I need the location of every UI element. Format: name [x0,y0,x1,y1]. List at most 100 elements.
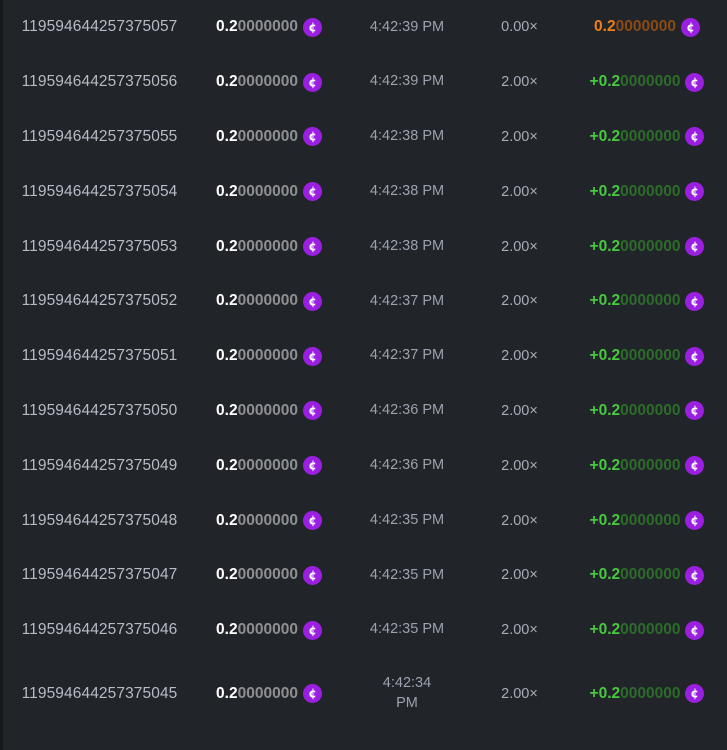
bet-amount-value: 0.2 0000000 ¢ [216,182,322,202]
bet-id-cell[interactable]: 119594644257375051 [3,329,196,384]
table-row[interactable]: 119594644257375051 0.2 0000000 ¢ 4:42:37 … [3,329,727,384]
coin-icon: ¢ [302,346,322,366]
bet-amount-lead: 0.2 [216,18,238,36]
bet-id-cell[interactable]: 119594644257375050 [3,384,196,439]
bet-amount-value: 0.2 0000000 ¢ [216,291,322,311]
bet-multiplier-label: 2.00× [501,183,538,200]
bet-amount-tail: 0000000 [237,684,298,702]
svg-text:¢: ¢ [691,295,699,308]
bet-time-cell: 4:42:35 PM [342,603,472,658]
bet-payout-value: +0.2 0000000 ¢ [590,401,705,421]
bet-payout-tail: 0000000 [620,456,681,474]
bet-time-label: 4:42:36 PM [369,456,445,473]
bet-id-cell[interactable]: 119594644257375046 [3,603,196,658]
svg-text:¢: ¢ [308,21,316,34]
coin-icon: ¢ [302,291,322,311]
bet-amount-cell: 0.2 0000000 ¢ [196,384,342,439]
bet-id-label: 119594644257375052 [21,292,178,310]
bet-payout-tail: 0000000 [620,684,681,702]
bet-time-cell: 4:42:39 PM [342,55,472,110]
bet-id-cell[interactable]: 119594644257375049 [3,438,196,493]
bet-multiplier-cell: 2.00× [472,548,567,603]
bet-payout-lead: +0.2 [589,237,621,255]
bet-amount-lead: 0.2 [216,684,238,702]
bet-time-cell: 4:42:39 PM [342,0,472,55]
bet-id-label: 119594644257375054 [21,182,178,200]
bet-id-cell[interactable]: 119594644257375055 [3,110,196,165]
svg-text:¢: ¢ [691,350,699,363]
bet-id-cell[interactable]: 119594644257375056 [3,55,196,110]
table-row[interactable]: 119594644257375055 0.2 0000000 ¢ 4:42:38 … [3,110,727,165]
bet-time-label: 4:42:38 PM [369,237,445,254]
bet-payout-value: +0.2 0000000 ¢ [590,72,705,92]
bet-amount-tail: 0000000 [237,621,298,639]
table-row[interactable]: 119594644257375057 0.2 0000000 ¢ 4:42:39 … [3,0,727,55]
bet-amount-cell: 0.2 0000000 ¢ [196,55,342,110]
svg-text:¢: ¢ [686,21,694,34]
coin-icon: ¢ [302,72,322,92]
bet-time-label: 4:42:37 PM [369,347,445,364]
bet-id-cell[interactable]: 119594644257375048 [3,493,196,548]
table-row[interactable]: 119594644257375048 0.2 0000000 ¢ 4:42:35 … [3,493,727,548]
bet-payout-cell: +0.2 0000000 ¢ [567,329,727,384]
table-row[interactable]: 119594644257375056 0.2 0000000 ¢ 4:42:39 … [3,55,727,110]
bet-amount-lead: 0.2 [216,347,238,365]
svg-text:¢: ¢ [308,624,316,637]
bet-id-cell[interactable]: 119594644257375045 [3,658,196,730]
bet-payout-lead: +0.2 [589,684,621,702]
coin-icon: ¢ [685,182,705,202]
coin-icon: ¢ [685,237,705,257]
bet-amount-lead: 0.2 [216,73,238,91]
bet-time-label: 4:42:35 PM [369,511,445,528]
bet-amount-tail: 0000000 [237,182,298,200]
bet-amount-value: 0.2 0000000 ¢ [216,565,322,585]
svg-text:¢: ¢ [308,687,316,700]
bet-payout-cell: +0.2 0000000 ¢ [567,164,727,219]
svg-text:¢: ¢ [308,185,316,198]
bet-payout-value: +0.2 0000000 ¢ [590,456,705,476]
table-row[interactable]: 119594644257375046 0.2 0000000 ¢ 4:42:35 … [3,603,727,658]
table-row[interactable]: 119594644257375054 0.2 0000000 ¢ 4:42:38 … [3,164,727,219]
bet-time-cell: 4:42:38 PM [342,110,472,165]
coin-icon: ¢ [302,17,322,37]
bet-multiplier-cell: 2.00× [472,219,567,274]
bet-amount-cell: 0.2 0000000 ¢ [196,438,342,493]
bet-id-cell[interactable]: 119594644257375052 [3,274,196,329]
bet-payout-lead: 0.2 [594,18,616,36]
bet-multiplier-cell: 2.00× [472,438,567,493]
coin-icon: ¢ [685,684,705,704]
table-row[interactable]: 119594644257375050 0.2 0000000 ¢ 4:42:36 … [3,384,727,439]
bet-id-cell[interactable]: 119594644257375053 [3,219,196,274]
bet-amount-lead: 0.2 [216,127,238,145]
bet-id-cell[interactable]: 119594644257375047 [3,548,196,603]
svg-text:¢: ¢ [691,76,699,89]
bet-payout-cell: +0.2 0000000 ¢ [567,493,727,548]
svg-text:¢: ¢ [691,569,699,582]
bet-amount-value: 0.2 0000000 ¢ [216,127,322,147]
bet-amount-lead: 0.2 [216,566,238,584]
bet-id-label: 119594644257375051 [21,347,178,365]
bet-amount-cell: 0.2 0000000 ¢ [196,603,342,658]
table-row[interactable]: 119594644257375049 0.2 0000000 ¢ 4:42:36 … [3,438,727,493]
coin-icon: ¢ [685,346,705,366]
bet-payout-lead: +0.2 [589,127,621,145]
table-row[interactable]: 119594644257375053 0.2 0000000 ¢ 4:42:38 … [3,219,727,274]
bet-id-cell[interactable]: 119594644257375057 [3,0,196,55]
bet-payout-lead: +0.2 [589,292,621,310]
coin-icon: ¢ [302,182,322,202]
bet-payout-tail: 0000000 [620,127,681,145]
bet-multiplier-cell: 0.00× [472,0,567,55]
bet-id-cell[interactable]: 119594644257375054 [3,164,196,219]
table-row[interactable]: 119594644257375052 0.2 0000000 ¢ 4:42:37 … [3,274,727,329]
svg-text:¢: ¢ [308,76,316,89]
bet-time-cell: 4:42:34 PM [342,658,472,730]
coin-icon: ¢ [685,291,705,311]
bet-amount-value: 0.2 0000000 ¢ [216,72,322,92]
bet-multiplier-label: 2.00× [501,567,538,584]
table-row[interactable]: 119594644257375045 0.2 0000000 ¢ 4:42:34 … [3,658,727,730]
table-row[interactable]: 119594644257375047 0.2 0000000 ¢ 4:42:35 … [3,548,727,603]
svg-text:¢: ¢ [691,185,699,198]
bet-time-cell: 4:42:38 PM [342,219,472,274]
svg-text:¢: ¢ [691,624,699,637]
